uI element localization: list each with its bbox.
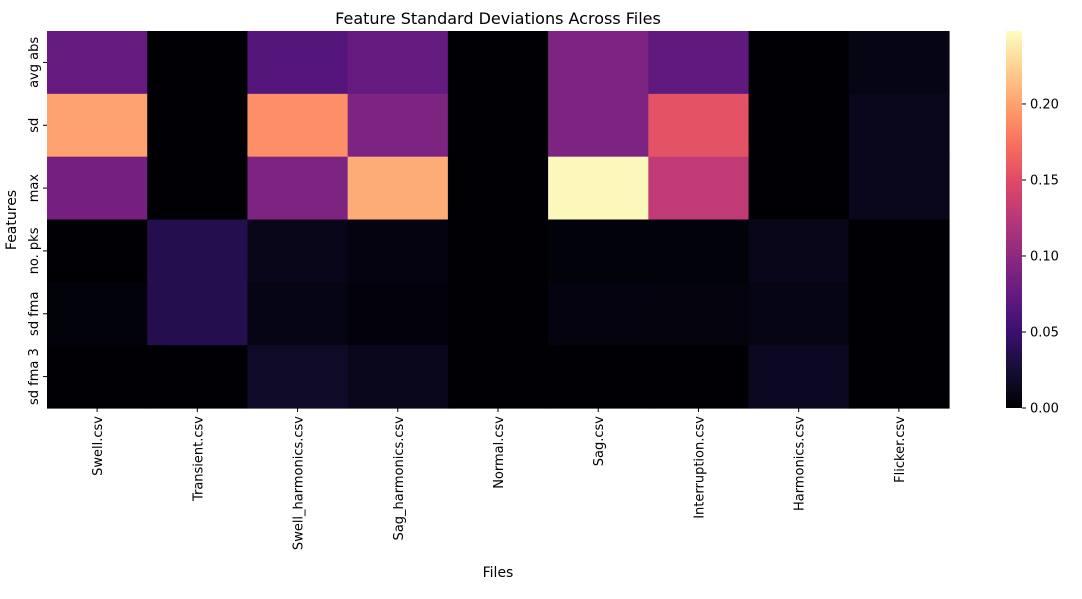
colorbar-tick-labels: 0.00 0.05 0.10 0.15 0.20 [1022, 97, 1059, 417]
heatmap-cell [848, 219, 950, 283]
heatmap-cell [347, 156, 449, 221]
x-tick-label: Sag_harmonics.csv [392, 416, 407, 541]
heatmap-cell [447, 93, 549, 158]
heatmap-cell [848, 93, 950, 158]
heatmap-cell [347, 219, 449, 283]
heatmap-cell [447, 345, 549, 409]
x-tick-label: Transient.csv [191, 416, 206, 502]
heatmap-cell [848, 156, 950, 221]
heatmap-cell [548, 156, 649, 221]
heatmap-cell [147, 156, 249, 221]
heatmap-cell [748, 345, 850, 409]
colorbar-tick-label: 0.15 [1030, 173, 1059, 188]
heatmap-cell [648, 282, 750, 346]
y-tick-label: avg abs [27, 37, 42, 88]
heatmap-cell [548, 282, 649, 346]
heatmap-cell [848, 345, 950, 409]
y-tick-labels: avg abs sd max no. pks sd fma sd fma 3 [27, 37, 47, 405]
y-tick-label: sd fma 3 [27, 348, 42, 405]
heatmap-cell [47, 219, 148, 283]
colorbar-tick-label: 0.05 [1030, 325, 1059, 340]
heatmap-cell [648, 156, 750, 221]
heatmap-cell [147, 93, 249, 158]
heatmap-cell [648, 219, 750, 283]
heatmap-cell [548, 219, 649, 283]
x-tick-labels: Swell.csv Transient.csv Swell_harmonics.cs… [91, 408, 908, 550]
heatmap-cell [247, 93, 349, 158]
heatmap-cell [748, 282, 850, 346]
heatmap-cell [648, 93, 750, 158]
y-tick-label: sd [27, 118, 42, 133]
chart-title: Feature Standard Deviations Across Files [335, 9, 661, 28]
heatmap-cell [347, 31, 449, 95]
heatmap-cell [47, 156, 148, 221]
colorbar-tick-label: 0.00 [1030, 402, 1059, 417]
colorbar-tick-label: 0.20 [1030, 97, 1059, 112]
heatmap-cell [247, 31, 349, 95]
heatmap-cell [447, 219, 549, 283]
heatmap-cell [548, 31, 649, 95]
colorbar-tick-label: 0.10 [1030, 249, 1059, 264]
heatmap-cell [848, 31, 950, 95]
x-tick-label: Swell.csv [91, 416, 106, 476]
x-tick-label: Sag.csv [592, 416, 607, 467]
heatmap-cell [147, 345, 249, 409]
heatmap-cell [347, 93, 449, 158]
colorbar [1006, 31, 1022, 408]
y-tick-label: no. pks [27, 227, 42, 274]
heatmap-cell [648, 345, 750, 409]
x-tick-label: Flicker.csv [893, 416, 908, 483]
heatmap-cell [347, 345, 449, 409]
heatmap-cell [247, 219, 349, 283]
heatmap-cell [748, 219, 850, 283]
y-tick-label: sd fma [27, 292, 42, 336]
heatmap-cells [47, 31, 950, 409]
heatmap-cell [748, 31, 850, 95]
y-tick-label: max [27, 174, 42, 203]
heatmap-cell [147, 219, 249, 283]
heatmap-cell [548, 93, 649, 158]
heatmap-cell [347, 282, 449, 346]
x-tick-label: Harmonics.csv [793, 416, 808, 511]
heatmap-cell [147, 31, 249, 95]
heatmap-cell [447, 282, 549, 346]
heatmap-cell [447, 156, 549, 221]
heatmap-cell [748, 93, 850, 158]
heatmap-cell [447, 31, 549, 95]
heatmap-cell [147, 282, 249, 346]
heatmap-cell [247, 156, 349, 221]
heatmap-cell [47, 282, 148, 346]
heatmap-cell [848, 282, 950, 346]
heatmap-cell [247, 345, 349, 409]
y-axis-label: Features [4, 190, 20, 250]
heatmap-cell [648, 31, 750, 95]
x-tick-label: Normal.csv [492, 416, 507, 489]
heatmap-cell [47, 345, 148, 409]
x-axis-label: Files [483, 565, 514, 581]
heatmap-cell [748, 156, 850, 221]
heatmap-cell [47, 93, 148, 158]
heatmap-cell [47, 31, 148, 95]
heatmap-cell [548, 345, 649, 409]
x-tick-label: Interruption.csv [692, 416, 707, 519]
heatmap-cell [247, 282, 349, 346]
x-tick-label: Swell_harmonics.csv [292, 416, 307, 550]
